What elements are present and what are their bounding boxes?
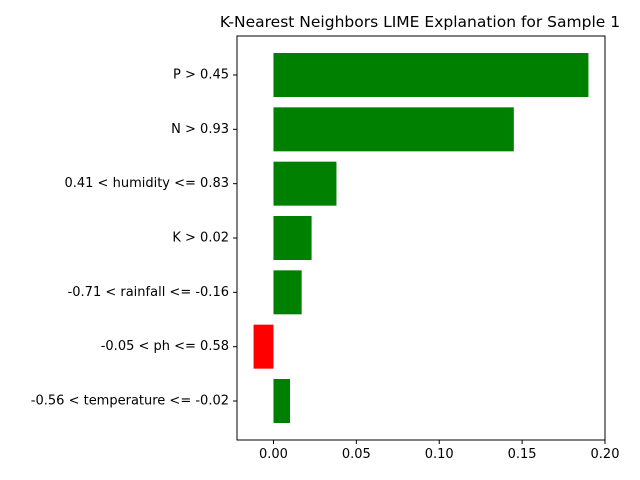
x-tick-label-2: 0.10: [425, 447, 454, 462]
y-tick-label-4: -0.71 < rainfall <= -0.16: [68, 285, 229, 300]
y-tick-label-5: -0.05 < ph <= 0.58: [101, 339, 229, 354]
x-tick-label-3: 0.15: [508, 447, 537, 462]
x-axis-ticks: 0.00 0.05 0.10 0.15 0.20: [259, 440, 619, 462]
y-tick-label-6: -0.56 < temperature <= -0.02: [31, 394, 229, 409]
x-tick-label-1: 0.05: [342, 447, 371, 462]
y-axis-ticks: P > 0.45 N > 0.93 0.41 < humidity <= 0.83 K…: [31, 68, 237, 409]
bar-4: [273, 270, 302, 315]
x-tick-label-4: 0.20: [591, 447, 620, 462]
bar-2: [273, 161, 337, 206]
y-tick-label-1: N > 0.93: [171, 122, 229, 137]
y-tick-label-2: 0.41 < humidity <= 0.83: [64, 176, 229, 191]
y-tick-label-0: P > 0.45: [173, 68, 229, 83]
y-tick-label-3: K > 0.02: [172, 231, 229, 246]
x-tick-label-0: 0.00: [259, 447, 288, 462]
bars-group: [253, 53, 589, 423]
bar-6: [273, 379, 291, 423]
bar-3: [273, 216, 312, 260]
bar-0: [273, 53, 589, 97]
bar-5: [253, 324, 274, 369]
chart-title: K-Nearest Neighbors LIME Explanation for…: [220, 13, 620, 31]
bar-1: [273, 107, 514, 152]
